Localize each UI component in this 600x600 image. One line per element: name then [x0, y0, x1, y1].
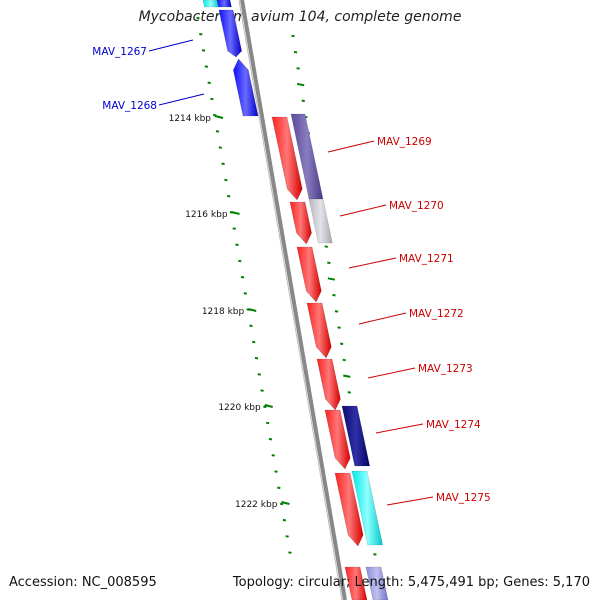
leader-line	[327, 140, 375, 153]
gene-block-partial	[216, 0, 232, 8]
leader-line	[386, 496, 434, 506]
inner-tick	[238, 259, 242, 263]
gene-label-MAV_1267: MAV_1267	[92, 46, 147, 58]
inner-tick	[265, 421, 270, 425]
scale-mark	[214, 115, 224, 119]
backbone-line	[240, 0, 347, 600]
scale-mark	[281, 501, 290, 505]
feature-block	[351, 470, 384, 546]
outer-tick	[324, 245, 328, 248]
outer-tick	[327, 261, 331, 265]
gene-arrow-MAV_1272	[306, 302, 332, 359]
gene-arrow-MAV_1270	[289, 201, 312, 245]
outer-tick	[337, 326, 341, 329]
scale-mark	[264, 404, 273, 408]
gene-arrow-MAV_1274	[324, 409, 351, 470]
outer-tick	[339, 342, 344, 346]
inner-tick	[207, 81, 211, 85]
backbone-highlight	[238, 0, 343, 600]
outer-tick	[332, 293, 336, 297]
inner-tick	[235, 243, 239, 247]
inner-tick	[215, 130, 220, 133]
gene-label-MAV_1273: MAV_1273	[418, 363, 473, 375]
gene-label-MAV_1268: MAV_1268	[102, 100, 157, 112]
accession-label: Accession: NC_008595	[9, 575, 157, 590]
inner-tick	[282, 518, 287, 522]
inner-tick	[288, 551, 292, 554]
scale-label: 1218 kbp	[202, 307, 245, 317]
feature-block	[290, 113, 324, 200]
inner-tick	[201, 49, 206, 52]
scale-label: 1216 kbp	[185, 210, 228, 220]
gene-label-MAV_1269: MAV_1269	[377, 136, 432, 148]
gene-arrow-MAV_1271	[296, 246, 322, 303]
inner-tick	[240, 275, 245, 279]
inner-tick	[257, 373, 261, 376]
inner-tick	[210, 97, 214, 101]
inner-tick	[263, 405, 267, 409]
gene-arrow-MAV_1268	[233, 58, 259, 117]
inner-tick	[285, 535, 289, 538]
leader-line	[358, 312, 407, 325]
scale-mark	[231, 211, 240, 215]
inner-tick	[260, 389, 264, 392]
gene-label-MAV_1270: MAV_1270	[389, 200, 444, 212]
outer-tick	[334, 310, 339, 313]
outer-tick	[296, 67, 300, 70]
inner-tick	[204, 65, 209, 68]
leader-line	[348, 257, 397, 269]
inner-tick	[252, 340, 256, 344]
inner-tick	[199, 32, 203, 36]
inner-tick	[218, 146, 222, 149]
scale-label: 1214 kbp	[169, 114, 212, 124]
outer-tick	[291, 34, 295, 38]
inner-tick	[268, 437, 273, 441]
gene-label-MAV_1274: MAV_1274	[426, 419, 481, 431]
gene-block-partial	[344, 566, 368, 600]
map-title: Mycobacterium avium 104, complete genome	[138, 9, 462, 25]
inner-tick	[232, 227, 236, 230]
inner-tick	[254, 356, 259, 360]
gene-label-MAV_1272: MAV_1272	[409, 308, 464, 320]
feature-block	[308, 198, 333, 244]
inner-tick	[224, 178, 228, 182]
inner-tick	[277, 486, 281, 490]
inner-tick	[243, 292, 248, 295]
inner-tick	[271, 454, 275, 457]
gene-arrow-MAV_1273	[316, 358, 341, 411]
inner-tick	[196, 16, 200, 20]
outer-tick	[301, 99, 305, 103]
gene-arrow-MAV_1275	[334, 472, 364, 547]
scale-mark	[247, 308, 257, 312]
outer-tick	[327, 277, 336, 281]
outer-tick	[347, 391, 352, 394]
gene-label-MAV_1271: MAV_1271	[399, 253, 454, 265]
inner-tick	[274, 470, 278, 473]
inner-tick	[249, 324, 253, 328]
leader-line	[339, 204, 387, 217]
outer-tick	[296, 82, 305, 87]
gene-block-partial	[202, 0, 219, 8]
inner-tick	[221, 162, 225, 166]
outer-tick	[342, 358, 346, 362]
gene-arrow-MAV_1269	[271, 116, 303, 201]
inner-tick	[226, 194, 231, 198]
scale-label: 1222 kbp	[235, 500, 278, 510]
scale-label: 1220 kbp	[218, 403, 261, 413]
feature-block	[341, 405, 371, 467]
leader-line	[158, 93, 205, 106]
outer-tick	[343, 374, 351, 378]
leader-line	[367, 367, 416, 379]
inner-tick	[279, 502, 284, 506]
topology-label: Topology: circular; Length: 5,475,491 bp…	[232, 575, 590, 590]
outer-tick	[293, 50, 298, 54]
outer-tick	[373, 553, 377, 556]
gene-label-MAV_1275: MAV_1275	[436, 492, 491, 504]
leader-line	[148, 39, 194, 52]
feature-block	[365, 566, 389, 600]
leader-line	[375, 423, 424, 434]
gene-arrow-MAV_1267	[218, 9, 243, 58]
